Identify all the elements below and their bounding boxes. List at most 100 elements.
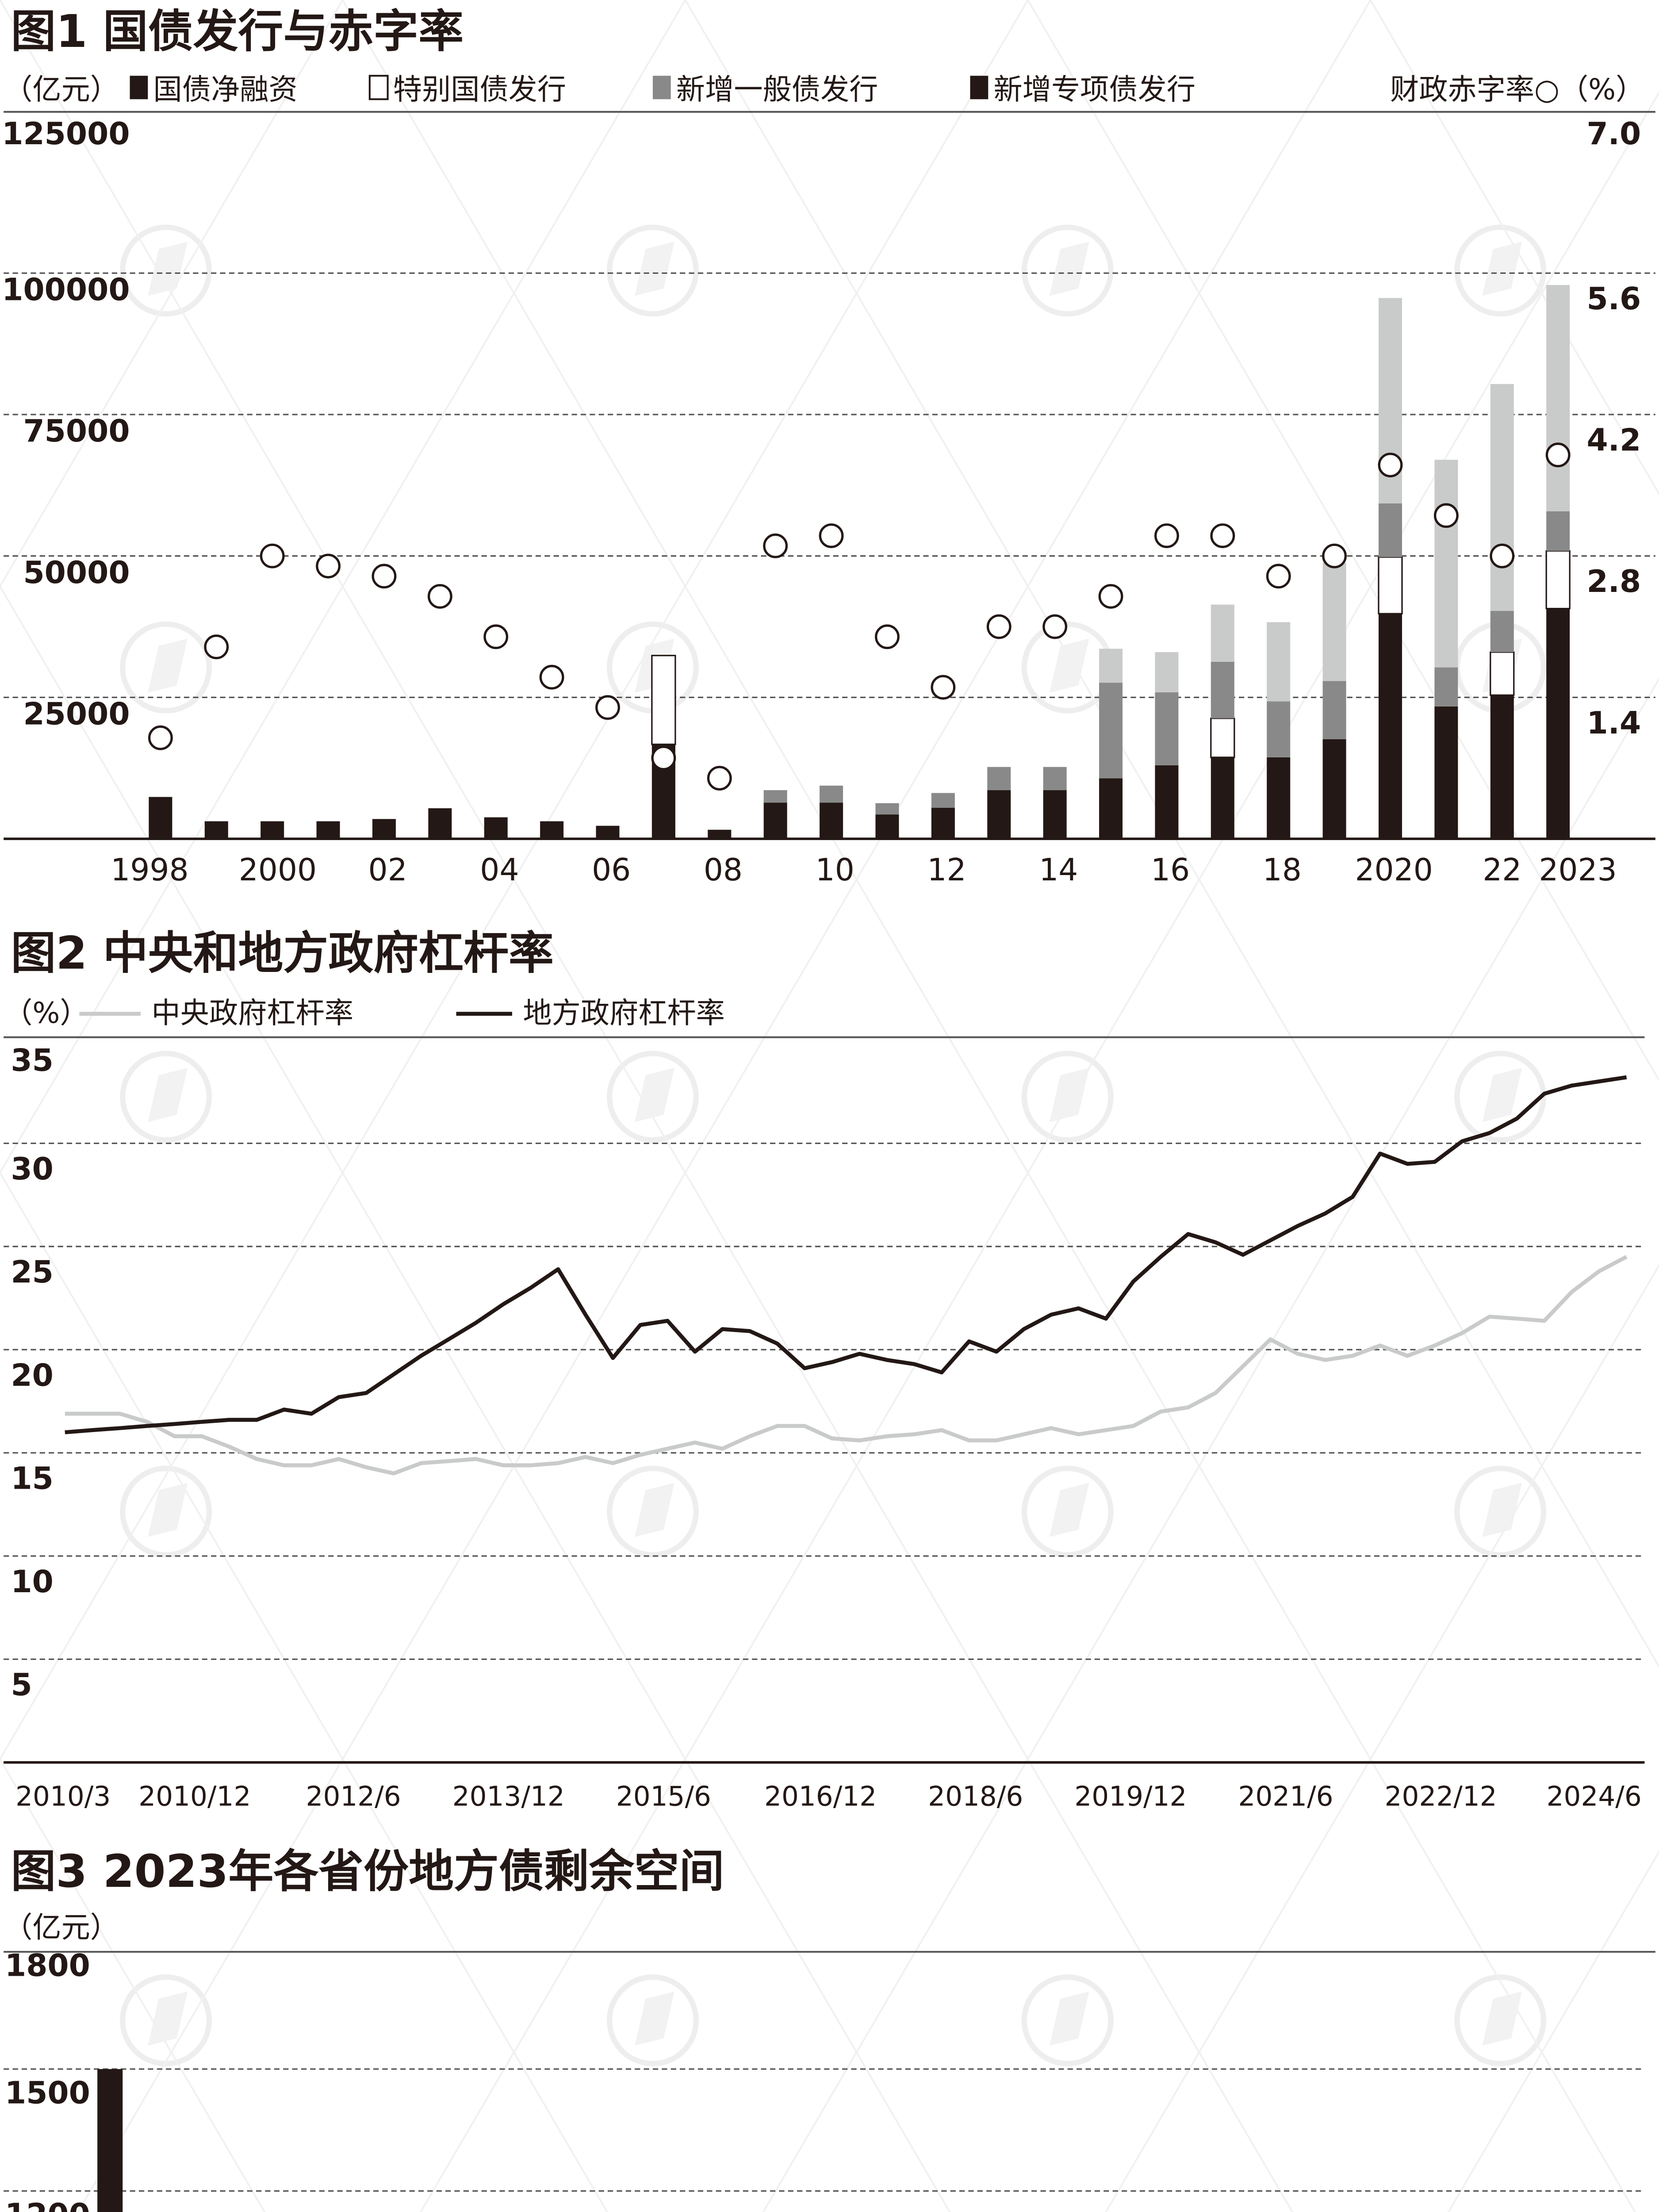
deficit-marker-icon: [595, 695, 620, 720]
bar-segment: [204, 821, 228, 839]
watermark-logo-icon: [120, 621, 212, 714]
watermark-logo-icon: [606, 1974, 699, 2066]
bar-segment: [763, 790, 787, 803]
deficit-marker-icon: [204, 634, 229, 660]
y-tick-left: 75000: [23, 414, 130, 449]
bar-segment: [428, 808, 452, 839]
deficit-marker-icon: [1322, 543, 1347, 568]
watermark-diagonal: [77, 0, 1372, 2212]
figure1-y-axis-left: 125000 100000 75000 50000 25000: [2, 116, 130, 732]
bar-segment: [820, 785, 843, 803]
legend-label: 国债净融资: [153, 73, 298, 106]
deficit-marker-icon: [427, 584, 452, 609]
deficit-marker-icon: [707, 766, 732, 791]
bar-segment: [1322, 739, 1346, 839]
deficit-marker-icon: [1378, 453, 1403, 478]
bar-segment: [1267, 701, 1291, 757]
bar-segment: [1546, 511, 1570, 551]
x-tick: 12: [927, 853, 966, 888]
figure3-bars: [97, 2069, 123, 2212]
y-tick: 5: [11, 1667, 32, 1703]
bar-segment: [540, 821, 564, 839]
y-tick: 1800: [5, 1948, 90, 1984]
watermark-glyph-icon: [148, 1991, 188, 2046]
y-tick: 1500: [5, 2075, 90, 2111]
figure1-gridlines: [4, 272, 1655, 698]
bar-segment: [1211, 661, 1234, 718]
bar-segment: [1545, 550, 1571, 610]
bar-segment: [372, 819, 396, 839]
deficit-marker-icon: [986, 614, 1011, 639]
x-tick: 16: [1151, 853, 1190, 888]
x-tick: 2013/12: [452, 1781, 565, 1813]
x-tick: 04: [480, 853, 519, 888]
bar-segment: [1378, 556, 1403, 614]
legend-label: 新增专项债发行: [994, 73, 1196, 106]
bar-segment: [1490, 651, 1515, 696]
x-tick: 2012/6: [306, 1781, 401, 1813]
bar-segment: [987, 790, 1011, 839]
legend-swatch-icon: [130, 76, 148, 100]
deficit-marker-icon: [539, 664, 564, 690]
bar-segment: [1099, 683, 1123, 779]
legend-label: 特别国债发行: [393, 73, 566, 106]
series-line: [65, 1255, 1628, 1475]
bar-segment: [931, 793, 955, 808]
y-tick: 15: [11, 1461, 53, 1497]
watermark-logo-icon: [1021, 224, 1114, 317]
watermark-glyph-icon: [148, 638, 188, 693]
figure3-title: 图3 2023年各省份地方债剩余空间: [11, 1845, 724, 1898]
bar-segment: [261, 821, 284, 839]
figure2-x-axis-labels: 2010/3 2010/12 2012/6 2013/12 2015/6 2016/12 2…: [15, 1781, 1642, 1813]
bar-segment: [1546, 285, 1570, 511]
watermark-glyph-icon: [635, 1482, 674, 1537]
y-tick: 1200: [5, 2197, 90, 2212]
watermark-glyph-icon: [1482, 1991, 1522, 2046]
deficit-marker-icon: [483, 624, 509, 649]
x-tick: 14: [1039, 853, 1078, 888]
bar-segment: [1099, 778, 1123, 839]
figure1-x-axis-labels: 1998 2000 02 04 06 08 10 12 14 16 18 2020 22 2023: [111, 853, 1617, 888]
watermark-diagonal: [1027, 0, 1659, 1082]
y-tick: 10: [11, 1564, 53, 1600]
x-tick: 2022/12: [1385, 1781, 1497, 1813]
watermark-logo-icon: [606, 1465, 699, 1558]
watermark-glyph-icon: [1482, 1068, 1522, 1122]
bar-segment: [1434, 460, 1458, 668]
legend-swatch-icon: [652, 76, 671, 100]
bar-segment: [1322, 563, 1346, 681]
watermark-diagonal: [1369, 0, 1659, 496]
figure1-title: 图1 国债发行与赤字率: [11, 5, 464, 58]
bar-segment: [1378, 503, 1402, 557]
legend-swatch-icon: [368, 75, 389, 100]
y-tick: 30: [11, 1152, 53, 1187]
figure2-gridlines: [4, 1142, 1645, 1660]
y-tick-right: 1.4: [1586, 706, 1641, 741]
watermark-glyph-icon: [1049, 1068, 1089, 1122]
legend-swatch-icon: [970, 76, 989, 100]
watermark-glyph-icon: [148, 1482, 188, 1537]
watermark-glyph-icon: [1049, 1482, 1089, 1537]
bar-segment: [1099, 649, 1123, 683]
figure2-y-axis: 35 30 25 20 15 10 5: [11, 1043, 53, 1703]
deficit-marker-icon: [1490, 543, 1515, 568]
deficit-marker-icon: [1266, 564, 1291, 589]
watermark-logo-icon: [1021, 1974, 1114, 2066]
bar-segment: [1043, 767, 1067, 791]
deficit-marker-icon: [372, 564, 397, 589]
watermark-logo-icon: [606, 1051, 699, 1143]
x-tick: 08: [704, 853, 743, 888]
bar-segment: [1490, 384, 1514, 611]
figure2-title: 图2 中央和地方政府杠杆率: [11, 927, 553, 980]
watermark-logo-icon: [120, 1974, 212, 2066]
deficit-marker-icon: [1154, 523, 1179, 548]
y-tick: 20: [11, 1358, 53, 1393]
deficit-marker-icon: [819, 523, 844, 548]
watermark-diagonal: [0, 0, 1029, 1761]
figure2-unit: （%）: [4, 996, 88, 1030]
figure1-legend: 国债净融资 特别国债发行 新增一般债发行 新增专项债发行: [130, 73, 1195, 106]
watermark-diagonal: [1105, 1263, 1659, 2212]
legend-label: 地方政府杠杆率: [523, 996, 725, 1030]
